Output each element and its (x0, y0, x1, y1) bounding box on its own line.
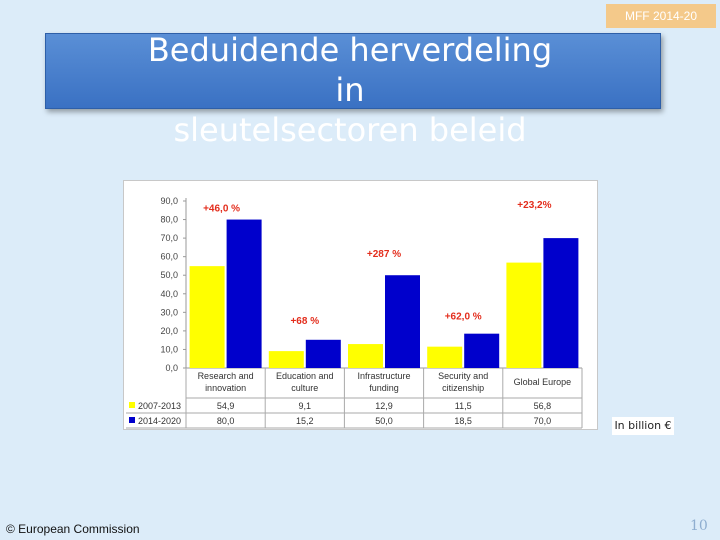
table-value: 12,9 (375, 401, 393, 411)
change-annotation: +62,0 % (445, 312, 482, 323)
y-tick-label: 0,0 (165, 363, 178, 373)
category-label: funding (369, 383, 399, 393)
y-tick-label: 10,0 (160, 344, 178, 354)
category-label: innovation (205, 383, 246, 393)
legend-swatch (129, 402, 135, 408)
y-tick-label: 50,0 (160, 270, 178, 280)
bar-series2 (543, 238, 579, 368)
y-tick-label: 60,0 (160, 252, 178, 262)
category-label: Global Europe (514, 377, 572, 387)
y-tick-label: 70,0 (160, 233, 178, 243)
bar-series1 (189, 266, 225, 368)
change-annotation: +46,0 % (203, 204, 240, 215)
legend-swatch (129, 417, 135, 423)
table-value: 56,8 (534, 401, 552, 411)
y-tick-label: 40,0 (160, 289, 178, 299)
table-value: 15,2 (296, 416, 314, 426)
y-tick-label: 30,0 (160, 307, 178, 317)
bar-series2 (464, 333, 500, 368)
category-label: Education and (276, 371, 334, 381)
legend-label: 2007-2013 (138, 401, 181, 411)
table-value: 11,5 (455, 401, 472, 411)
mff-badge: MFF 2014-20 (606, 4, 716, 28)
table-value: 18,5 (454, 416, 472, 426)
chart-panel: 90,0 80,0 70,0 60,0 50,0 40,0 30,0 20,0 10,0 0,0 +… (123, 180, 598, 430)
y-tick-label: 90,0 (160, 196, 178, 206)
copyright-text: © European Commission (6, 522, 140, 536)
bar-series1 (427, 346, 463, 368)
change-annotation: +68 % (290, 316, 319, 327)
category-label: Security and (438, 371, 488, 381)
bar-series1 (506, 262, 542, 368)
category-label: Infrastructure (357, 371, 410, 381)
title-line-1: Beduidende herverdeling in (147, 31, 553, 109)
page-number: 10 (690, 518, 708, 534)
table-value: 54,9 (217, 401, 235, 411)
table-value: 70,0 (534, 416, 552, 426)
y-tick-label: 20,0 (160, 326, 178, 336)
unit-note: In billion € (612, 417, 674, 435)
change-annotation: +23,2% (517, 200, 551, 211)
title-line-2: sleutelsectoren beleid (173, 111, 527, 149)
table-value: 50,0 (375, 416, 393, 426)
change-annotation: +287 % (367, 249, 401, 260)
legend-label: 2014-2020 (138, 416, 181, 426)
bar-series1 (268, 351, 304, 368)
title-banner (45, 33, 661, 109)
bar-series2 (305, 339, 341, 368)
bar-series2 (385, 275, 420, 368)
bar-chart: 90,0 80,0 70,0 60,0 50,0 40,0 30,0 20,0 10,0 0,0 +… (126, 196, 583, 429)
category-label: citizenship (442, 383, 484, 393)
y-tick-label: 80,0 (160, 215, 178, 225)
slide-title: Beduidende herverdeling in sleutelsector… (140, 30, 560, 150)
table-value: 9,1 (299, 401, 312, 411)
category-label: Research and (198, 371, 254, 381)
bar-series2 (226, 219, 262, 368)
table-value: 80,0 (217, 416, 235, 426)
bar-series1 (348, 344, 383, 368)
category-label: culture (291, 383, 318, 393)
